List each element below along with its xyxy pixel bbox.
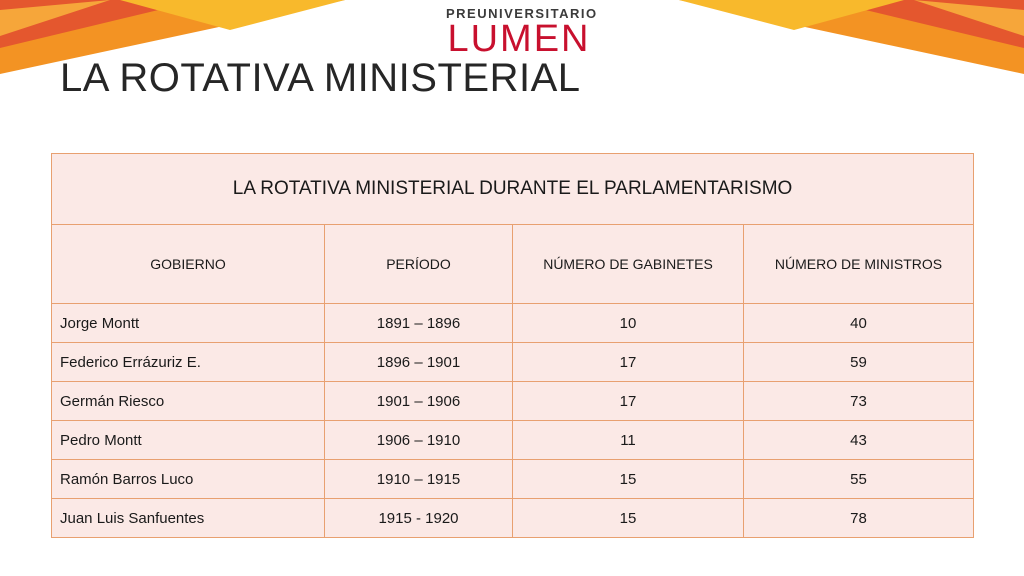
table-caption: LA ROTATIVA MINISTERIAL DURANTE EL PARLA…	[50, 153, 975, 225]
cell-gabinetes: 17	[512, 342, 744, 382]
cell-periodo: 1896 – 1901	[324, 342, 513, 382]
column-header-periodo: PERÍODO	[324, 224, 513, 304]
table-header-row: GOBIERNO PERÍODO NÚMERO DE GABINETES NÚM…	[51, 224, 975, 304]
column-header-ministros: NÚMERO DE MINISTROS	[742, 224, 975, 304]
cell-periodo: 1906 – 1910	[324, 420, 513, 460]
cell-gobierno: Pedro Montt	[51, 420, 325, 460]
cell-periodo: 1901 – 1906	[324, 381, 513, 421]
cell-gabinetes: 10	[512, 303, 744, 343]
cell-ministros: 73	[742, 381, 975, 421]
cell-gobierno: Juan Luis Sanfuentes	[51, 498, 325, 538]
cell-gabinetes: 15	[512, 459, 744, 499]
table-row: Juan Luis Sanfuentes 1915 - 1920 15 78	[51, 498, 975, 538]
table-row: Federico Errázuriz E. 1896 – 1901 17 59	[51, 342, 975, 382]
cell-gobierno: Ramón Barros Luco	[51, 459, 325, 499]
brand-logo-line2: LUMEN	[447, 18, 591, 60]
table-row: Jorge Montt 1891 – 1896 10 40	[51, 303, 975, 343]
column-header-gabinetes: NÚMERO DE GABINETES	[512, 224, 744, 304]
brand-logo: PREUNIVERSITARIO LUMEN	[446, 6, 598, 60]
corner-decoration-left	[0, 0, 345, 74]
cell-gobierno: Jorge Montt	[51, 303, 325, 343]
cell-ministros: 59	[742, 342, 975, 382]
cell-gabinetes: 11	[512, 420, 744, 460]
corner-decoration-right	[679, 0, 1024, 74]
table-row: Pedro Montt 1906 – 1910 11 43	[51, 420, 975, 460]
cell-gabinetes: 15	[512, 498, 744, 538]
rotativa-table: LA ROTATIVA MINISTERIAL DURANTE EL PARLA…	[50, 153, 975, 538]
table-row: Ramón Barros Luco 1910 – 1915 15 55	[51, 459, 975, 499]
cell-ministros: 43	[742, 420, 975, 460]
cell-periodo: 1910 – 1915	[324, 459, 513, 499]
brand-logo-line1: PREUNIVERSITARIO	[446, 6, 598, 21]
cell-gabinetes: 17	[512, 381, 744, 421]
cell-ministros: 55	[742, 459, 975, 499]
slide-title: LA ROTATIVA MINISTERIAL	[60, 56, 581, 100]
cell-gobierno: Federico Errázuriz E.	[51, 342, 325, 382]
cell-periodo: 1915 - 1920	[324, 498, 513, 538]
cell-periodo: 1891 – 1896	[324, 303, 513, 343]
cell-gobierno: Germán Riesco	[51, 381, 325, 421]
column-header-gobierno: GOBIERNO	[51, 224, 325, 304]
cell-ministros: 40	[742, 303, 975, 343]
table-row: Germán Riesco 1901 – 1906 17 73	[51, 381, 975, 421]
cell-ministros: 78	[742, 498, 975, 538]
